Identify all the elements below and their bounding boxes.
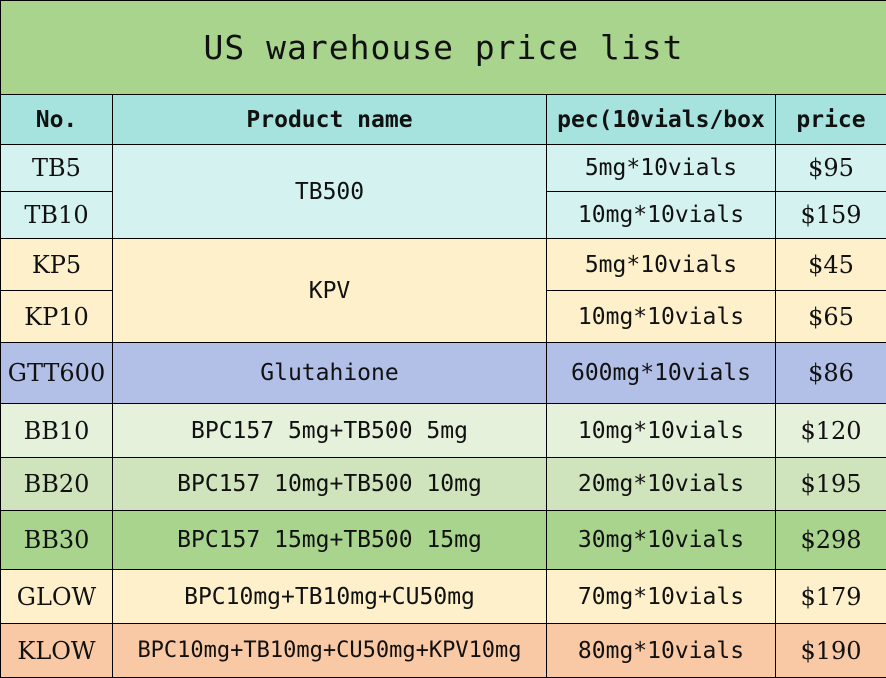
cell-no: BB10 [1,404,113,458]
header-product: Product name [113,95,547,145]
cell-spec: 10mg*10vials [547,404,776,458]
cell-spec: 10mg*10vials [547,192,776,239]
cell-price: $179 [776,570,886,624]
table-row: GTT600 Glutahione 600mg*10vials $86 [1,343,886,404]
cell-product: BPC10mg+TB10mg+CU50mg [113,570,547,624]
table-row: KP5 KPV 5mg*10vials $45 [1,239,886,291]
cell-no: BB20 [1,458,113,511]
header-spec: pec(10vials/box [547,95,776,145]
cell-spec: 10mg*10vials [547,291,776,343]
cell-no: GLOW [1,570,113,624]
cell-product: BPC157 5mg+TB500 5mg [113,404,547,458]
page-title: US warehouse price list [1,1,886,95]
title-row: US warehouse price list [1,1,886,95]
cell-no: KP10 [1,291,113,343]
cell-price: $45 [776,239,886,291]
cell-price: $95 [776,145,886,192]
cell-product: BPC157 10mg+TB500 10mg [113,458,547,511]
cell-no: TB10 [1,192,113,239]
cell-no: KLOW [1,624,113,678]
cell-product: BPC157 15mg+TB500 15mg [113,511,547,570]
cell-no: TB5 [1,145,113,192]
cell-spec: 70mg*10vials [547,570,776,624]
cell-spec: 80mg*10vials [547,624,776,678]
cell-product: KPV [113,239,547,343]
header-price: price [776,95,886,145]
cell-spec: 30mg*10vials [547,511,776,570]
header-no: No. [1,95,113,145]
table-row: GLOW BPC10mg+TB10mg+CU50mg 70mg*10vials … [1,570,886,624]
cell-spec: 600mg*10vials [547,343,776,404]
header-row: No. Product name pec(10vials/box price [1,95,886,145]
cell-price: $298 [776,511,886,570]
cell-spec: 5mg*10vials [547,239,776,291]
cell-product: BPC10mg+TB10mg+CU50mg+KPV10mg [113,624,547,678]
table-row: TB5 TB500 5mg*10vials $95 [1,145,886,192]
table-row: BB10 BPC157 5mg+TB500 5mg 10mg*10vials $… [1,404,886,458]
cell-price: $190 [776,624,886,678]
cell-no: BB30 [1,511,113,570]
cell-spec: 20mg*10vials [547,458,776,511]
cell-no: GTT600 [1,343,113,404]
cell-product: TB500 [113,145,547,239]
table-row: KLOW BPC10mg+TB10mg+CU50mg+KPV10mg 80mg*… [1,624,886,678]
cell-price: $159 [776,192,886,239]
cell-price: $195 [776,458,886,511]
table-row: BB30 BPC157 15mg+TB500 15mg 30mg*10vials… [1,511,886,570]
cell-spec: 5mg*10vials [547,145,776,192]
cell-price: $120 [776,404,886,458]
cell-product: Glutahione [113,343,547,404]
cell-price: $65 [776,291,886,343]
cell-price: $86 [776,343,886,404]
cell-no: KP5 [1,239,113,291]
table-row: BB20 BPC157 10mg+TB500 10mg 20mg*10vials… [1,458,886,511]
